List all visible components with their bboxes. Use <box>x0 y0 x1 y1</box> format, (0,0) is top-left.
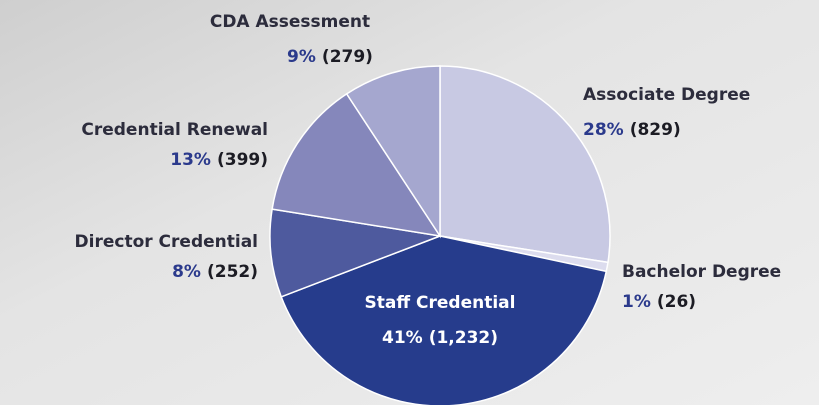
slice-value: 1% (26) <box>622 292 696 312</box>
slice-label: Bachelor Degree <box>622 262 781 282</box>
slice <box>280 235 608 405</box>
slice-value: 13% (399) <box>170 150 268 170</box>
count-label: (252) <box>207 262 258 282</box>
slice-label: CDA Assessment <box>210 12 370 32</box>
count-label: (399) <box>217 150 268 170</box>
percent-label: 9% <box>287 47 316 67</box>
labels: Associate Degree 28% (829) Bachelor Degree 1… <box>75 12 782 348</box>
count-label: (26) <box>657 292 696 312</box>
slice-label: Credential Renewal <box>81 120 268 140</box>
slice-label: Associate Degree <box>583 85 750 105</box>
slice-label: Director Credential <box>75 232 258 252</box>
slice <box>439 65 611 264</box>
slice <box>269 208 443 298</box>
slice-value: 8% (252) <box>172 262 258 282</box>
count-label: (1,232) <box>429 328 498 348</box>
slice-value: 9% (279) <box>287 47 373 67</box>
slice <box>271 92 442 238</box>
slice <box>345 65 441 239</box>
count-label: (279) <box>322 47 373 67</box>
slice-value: 28% (829) <box>583 120 681 140</box>
pie <box>269 65 611 405</box>
count-label: (829) <box>630 120 681 140</box>
percent-label: 8% <box>172 262 201 282</box>
percent-label: 1% <box>622 292 651 312</box>
slice-value: 41% (1,232) <box>382 328 498 348</box>
percent-label: 28% <box>583 120 624 140</box>
slice-label: Staff Credential <box>365 293 516 313</box>
percent-label: 13% <box>170 150 211 170</box>
percent-label: 41% <box>382 328 423 348</box>
